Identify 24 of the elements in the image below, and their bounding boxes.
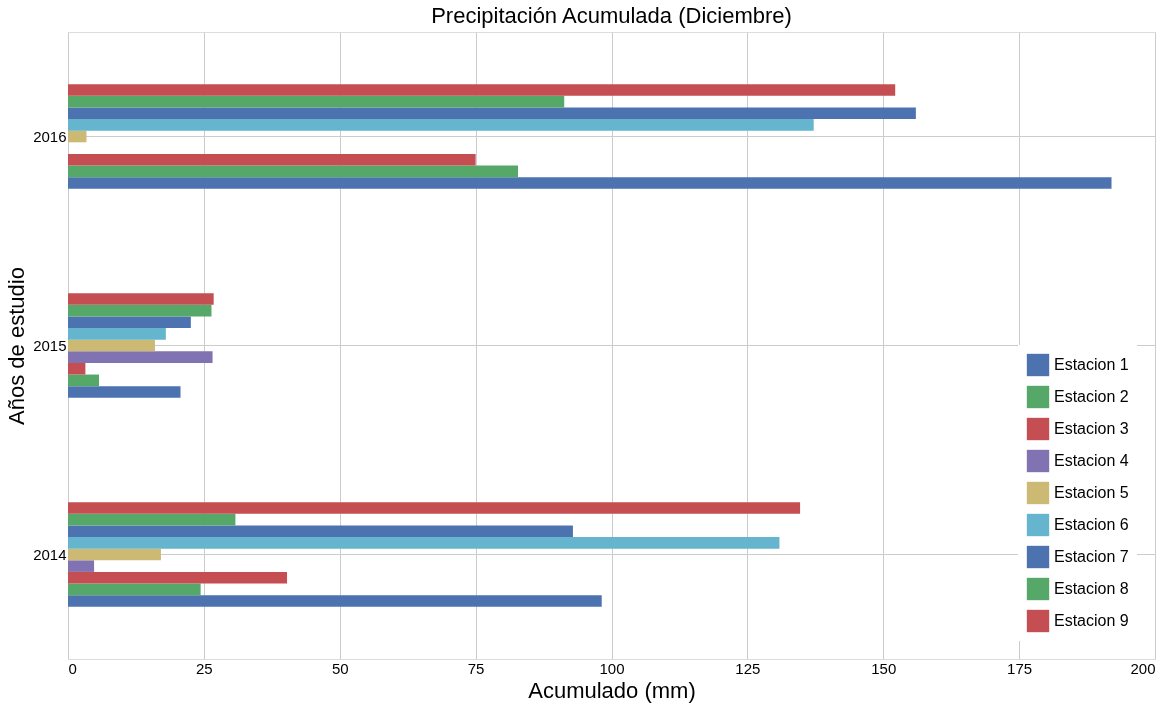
x-tick-label: 200 [1130, 659, 1156, 677]
legend-label: Estacion 7 [1054, 548, 1129, 565]
x-axis-title: Acumulado (mm) [528, 677, 696, 703]
x-tick-label: 175 [1007, 659, 1033, 677]
x-tick-label: 25 [196, 659, 213, 677]
y-tick-label: 2014 [33, 545, 67, 563]
legend-label: Estacion 8 [1054, 580, 1129, 597]
y-tick-label: 2016 [33, 127, 67, 145]
x-tick-label: 0 [68, 659, 77, 677]
legend-label: Estacion 1 [1054, 356, 1129, 373]
legend-label: Estacion 4 [1054, 452, 1129, 469]
chart-title: Precipitación Acumulada (Diciembre) [431, 3, 792, 28]
x-tick-label: 125 [735, 659, 761, 677]
legend-label: Estacion 2 [1054, 388, 1129, 405]
legend-label: Estacion 9 [1054, 612, 1129, 629]
legend-label: Estacion 6 [1054, 516, 1129, 533]
y-tick-label: 2015 [33, 336, 67, 354]
x-tick-label: 150 [871, 659, 897, 677]
legend-label: Estacion 5 [1054, 484, 1129, 501]
y-axis-title: Años de estudio [4, 267, 30, 425]
x-tick-label: 75 [467, 659, 485, 677]
x-tick-label: 100 [599, 659, 625, 677]
legend-label: Estacion 3 [1054, 420, 1129, 437]
x-tick-label: 50 [331, 659, 349, 677]
